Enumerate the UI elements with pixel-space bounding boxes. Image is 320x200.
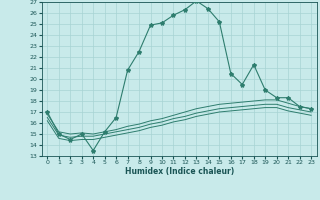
X-axis label: Humidex (Indice chaleur): Humidex (Indice chaleur): [124, 167, 234, 176]
